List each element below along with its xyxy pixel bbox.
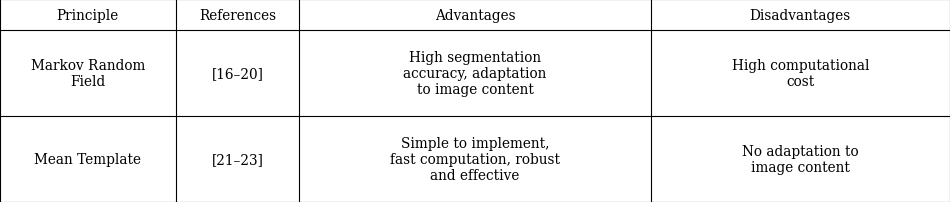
Text: References: References — [199, 9, 276, 23]
Text: Markov Random
Field: Markov Random Field — [30, 59, 145, 89]
Text: No adaptation to
image content: No adaptation to image content — [742, 144, 859, 174]
Text: Simple to implement,
fast computation, robust
and effective: Simple to implement, fast computation, r… — [390, 136, 560, 182]
Text: [21–23]: [21–23] — [212, 152, 263, 166]
Text: [16–20]: [16–20] — [212, 67, 263, 81]
Text: Disadvantages: Disadvantages — [750, 9, 851, 23]
Text: High computational
cost: High computational cost — [732, 59, 869, 89]
Text: Principle: Principle — [57, 9, 119, 23]
Text: Advantages: Advantages — [435, 9, 515, 23]
Text: Mean Template: Mean Template — [34, 152, 142, 166]
Text: High segmentation
accuracy, adaptation
to image content: High segmentation accuracy, adaptation t… — [404, 51, 546, 97]
